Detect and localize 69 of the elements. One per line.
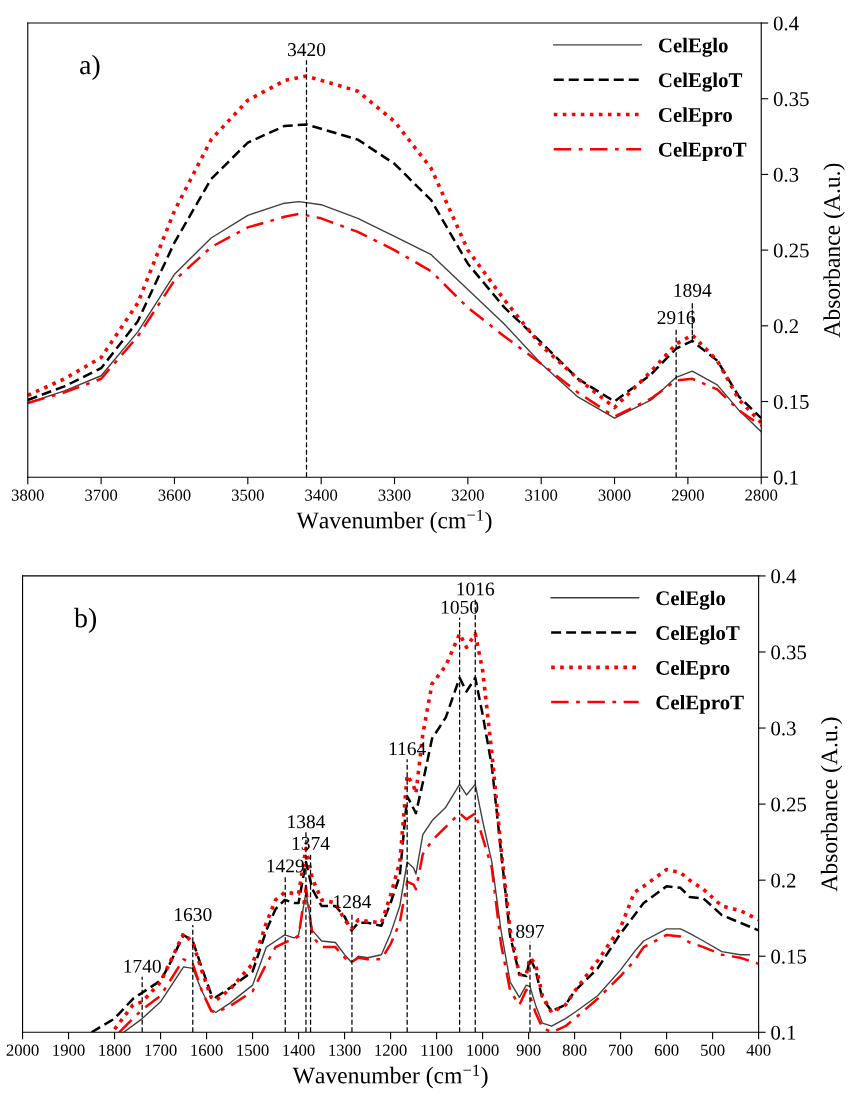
y-tick-label: 0.1 xyxy=(771,1025,796,1040)
x-tick-label: 900 xyxy=(516,1044,541,1056)
x-tick-label: 3000 xyxy=(598,489,631,501)
x-tick-label: 2900 xyxy=(671,489,704,501)
legend-label: CelEgloT xyxy=(656,625,740,645)
ref-line-label: 897 xyxy=(516,924,545,938)
annotation: 1894 xyxy=(674,283,712,297)
annotation: b) xyxy=(74,607,97,634)
ref-line-label: 1284 xyxy=(334,895,372,909)
x-tick-label: 3100 xyxy=(525,489,558,501)
x-tick-label: 1100 xyxy=(421,1044,453,1056)
x-tick-label: 800 xyxy=(562,1044,587,1056)
ref-line-label: 1374 xyxy=(292,836,330,851)
ref-line-label: 1050 xyxy=(441,600,479,614)
ref-line-label: 3420 xyxy=(287,43,326,57)
y-tick-label: 0.15 xyxy=(771,949,807,964)
ref-line-label: 2916 xyxy=(657,311,696,325)
y-tick-label: 0.1 xyxy=(773,470,798,485)
x-tick-label: 600 xyxy=(654,1044,679,1056)
y-tick-label: 0.15 xyxy=(773,394,809,410)
legend-label: CelEpro xyxy=(658,107,732,127)
annotation: a) xyxy=(80,54,100,81)
x-tick-label: 1600 xyxy=(191,1044,223,1056)
y-tick-label: 0.2 xyxy=(773,319,798,334)
x-tick-label: 1700 xyxy=(145,1044,177,1056)
y-tick-label: 0.35 xyxy=(773,92,809,107)
y-tick-label: 0.35 xyxy=(771,645,807,660)
x-tick-label: 3700 xyxy=(85,489,118,501)
x-axis-title: Wavenumber (cm$^{−1}$) xyxy=(296,509,492,534)
legend-label: CelEglo xyxy=(656,590,726,610)
x-tick-label: 3200 xyxy=(451,489,484,501)
x-tick-label: 3400 xyxy=(305,489,338,501)
x-tick-label: 1900 xyxy=(53,1044,85,1056)
ref-line-label: 1740 xyxy=(124,959,161,973)
y-tick-label: 0.25 xyxy=(773,243,809,258)
x-tick-label: 1400 xyxy=(283,1044,315,1056)
y-tick-label: 0.4 xyxy=(773,16,799,31)
ref-line-label: 1164 xyxy=(389,742,426,756)
y-axis-title: Absorbance (A.u.) xyxy=(820,717,843,892)
ref-line-label: 1630 xyxy=(175,907,212,922)
x-tick-label: 1200 xyxy=(375,1044,407,1056)
legend-label: CelEpro xyxy=(656,660,730,680)
x-tick-label: 1800 xyxy=(99,1044,131,1056)
x-tick-label: 3300 xyxy=(378,489,411,501)
x-tick-label: 1000 xyxy=(467,1044,499,1056)
legend-label: CelEgloT xyxy=(658,72,743,92)
x-tick-label: 3500 xyxy=(231,489,264,501)
y-axis-title: Absorbance (A.u.) xyxy=(823,163,845,338)
y-tick-label: 0.4 xyxy=(771,569,797,584)
x-tick-label: 3600 xyxy=(158,489,191,501)
x-tick-label: 2000 xyxy=(6,1044,39,1056)
y-tick-label: 0.2 xyxy=(771,873,796,888)
x-tick-label: 500 xyxy=(701,1044,725,1056)
x-tick-label: 3800 xyxy=(11,489,44,501)
y-tick-label: 0.25 xyxy=(771,797,807,812)
legend-label: CelEproT xyxy=(658,142,747,161)
x-axis-title: Wavenumber (cm$^{−1}$) xyxy=(292,1064,488,1089)
x-tick-label: 2800 xyxy=(745,489,778,501)
ref-line-label: 1384 xyxy=(288,815,326,829)
ref-line-label: 1429 xyxy=(267,859,304,873)
y-tick-label: 0.3 xyxy=(773,167,799,182)
x-tick-label: 1500 xyxy=(237,1044,269,1056)
x-tick-label: 400 xyxy=(746,1044,771,1056)
ref-line-label: 1016 xyxy=(457,582,495,596)
legend-label: CelEproT xyxy=(656,694,744,714)
x-tick-label: 700 xyxy=(609,1044,633,1056)
y-tick-label: 0.3 xyxy=(771,721,796,736)
x-tick-label: 1300 xyxy=(329,1044,361,1056)
legend-label: CelEglo xyxy=(658,37,728,57)
